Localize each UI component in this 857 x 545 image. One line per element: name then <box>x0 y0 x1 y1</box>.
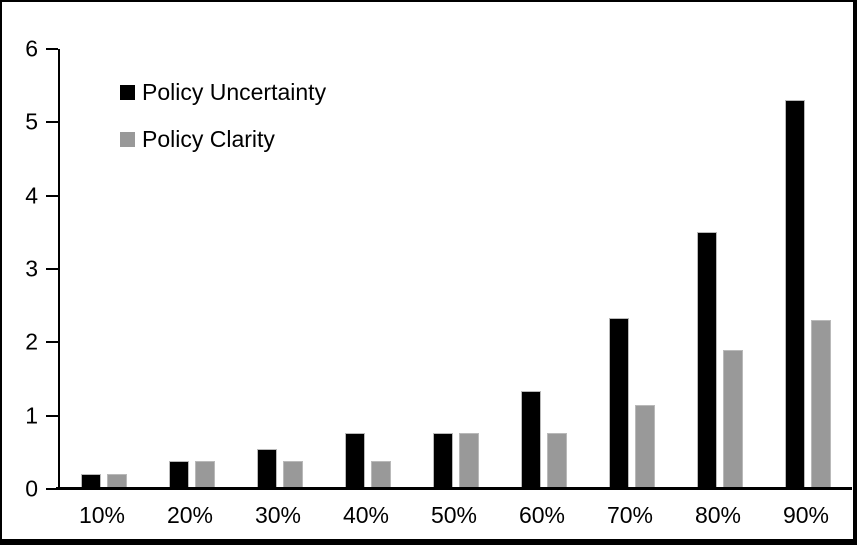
y-tick-label: 2 <box>25 328 38 355</box>
y-tick-mark <box>46 121 58 124</box>
bar-policy-uncertainty-80% <box>697 232 717 489</box>
bar-group-20% <box>148 49 236 489</box>
x-axis-line <box>56 487 852 490</box>
x-tick-label: 50% <box>430 502 478 528</box>
bar-policy-clarity-50% <box>459 433 479 489</box>
bar-group-30% <box>236 49 324 489</box>
y-tick-mark <box>46 488 58 490</box>
legend-label-policy-uncertainty: Policy Uncertainty <box>142 79 327 105</box>
bar-group-10% <box>60 49 148 489</box>
bar-policy-uncertainty-70% <box>609 318 629 489</box>
y-tick-mark <box>46 268 58 270</box>
y-tick-mark <box>46 194 58 197</box>
bar-policy-clarity-70% <box>635 404 655 489</box>
y-tick-label: 3 <box>25 255 38 282</box>
plot-area <box>58 49 852 489</box>
x-tick-label: 20% <box>166 502 214 528</box>
x-tick-label: 60% <box>518 502 566 528</box>
bar-policy-uncertainty-20% <box>169 461 189 489</box>
bar-group-60% <box>500 49 588 489</box>
x-axis-labels: 10% 20% 30% 40% 50% 60% 70% 80% 90% <box>58 502 850 528</box>
legend-swatch-policy-uncertainty <box>120 85 135 100</box>
x-tick-label: 90% <box>782 502 830 528</box>
x-tick-label: 70% <box>606 502 654 528</box>
y-tick-mark <box>46 414 58 417</box>
bar-policy-uncertainty-60% <box>521 391 541 489</box>
x-tick-label: 10% <box>78 502 126 528</box>
x-tick-label: 40% <box>342 502 390 528</box>
y-axis-labels: 0 1 2 3 4 5 6 <box>2 37 38 500</box>
bar-policy-clarity-40% <box>371 461 391 489</box>
y-tick-label: 6 <box>25 35 38 62</box>
legend-item-policy-clarity: Policy Clarity <box>120 128 326 151</box>
y-tick-mark <box>46 341 58 344</box>
y-axis-ticks <box>46 48 58 490</box>
bar-group-90% <box>764 49 852 489</box>
legend-label-policy-clarity: Policy Clarity <box>142 126 275 152</box>
bar-policy-clarity-20% <box>195 461 215 489</box>
y-tick-label: 5 <box>25 108 38 135</box>
x-tick-label: 80% <box>694 502 742 528</box>
bar-policy-uncertainty-90% <box>785 100 805 489</box>
bar-policy-clarity-10% <box>107 474 127 489</box>
y-tick-mark <box>46 48 58 50</box>
bar-policy-clarity-30% <box>283 461 303 489</box>
y-tick-label: 0 <box>25 475 38 502</box>
bar-group-80% <box>676 49 764 489</box>
y-tick-label: 4 <box>25 182 38 209</box>
bar-group-40% <box>324 49 412 489</box>
bar-policy-uncertainty-50% <box>433 432 453 489</box>
legend-item-policy-uncertainty: Policy Uncertainty <box>120 81 326 104</box>
bar-policy-clarity-80% <box>723 349 743 489</box>
bar-group-50% <box>412 49 500 489</box>
bar-policy-uncertainty-40% <box>345 433 365 489</box>
bar-policy-clarity-60% <box>547 432 567 489</box>
bar-policy-uncertainty-30% <box>257 448 277 489</box>
bar-policy-uncertainty-10% <box>81 474 101 489</box>
x-tick-label: 30% <box>254 502 302 528</box>
legend: Policy Uncertainty Policy Clarity <box>120 81 326 179</box>
bar-group-70% <box>588 49 676 489</box>
bar-policy-clarity-90% <box>811 320 831 489</box>
legend-swatch-policy-clarity <box>120 132 135 147</box>
y-tick-label: 1 <box>25 402 38 429</box>
